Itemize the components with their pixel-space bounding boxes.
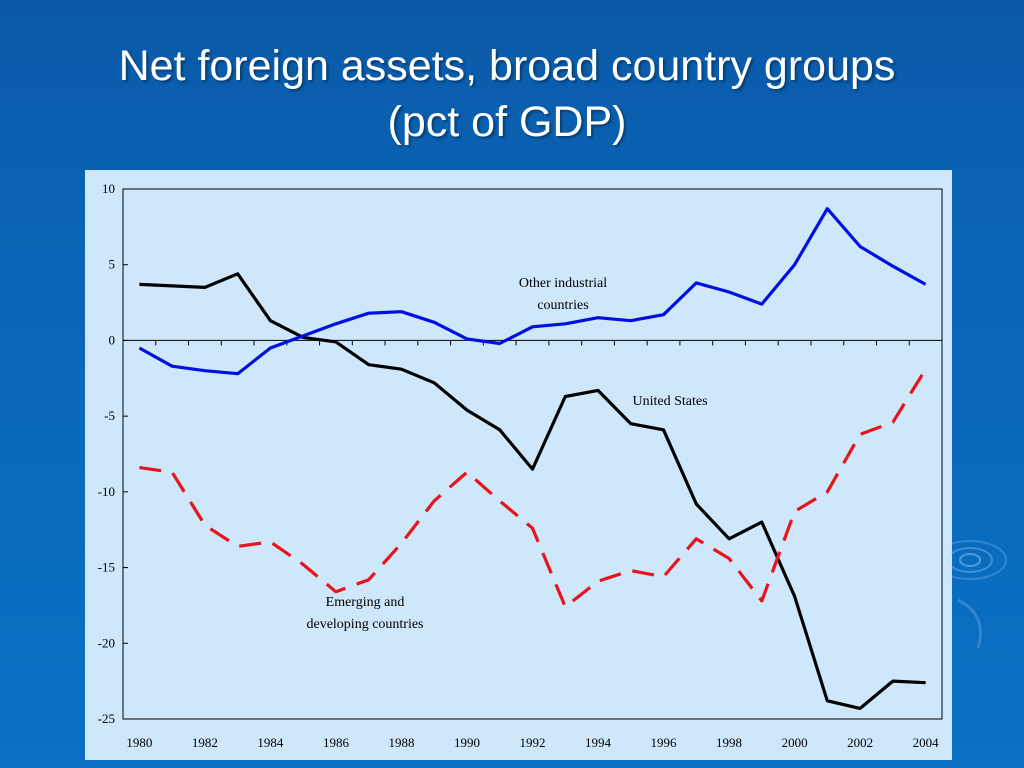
chart-panel: 10 5 0 -5 -10 -15 -20 -25 1980 1982 1984 1986 1988 19… <box>85 170 952 760</box>
y-tick-label: 10 <box>102 181 115 196</box>
annotation-emerging-line2: developing countries <box>306 617 423 632</box>
y-tick-label: -25 <box>98 711 115 726</box>
x-tick-label: 1980 <box>126 735 152 750</box>
axes-group: 10 5 0 -5 -10 -15 -20 -25 1980 1982 1984 1986 1988 19… <box>98 181 943 750</box>
annotation-emerging-line1: Emerging and <box>326 595 405 610</box>
x-tick-label: 1998 <box>716 735 742 750</box>
annotation-industrial-line2: countries <box>537 298 588 313</box>
y-tick-label: -10 <box>98 484 115 499</box>
x-tick-label: 2004 <box>913 735 940 750</box>
x-tick-label: 1994 <box>585 735 612 750</box>
y-tick-label: -20 <box>98 635 115 650</box>
x-tick-label: 1996 <box>651 735 678 750</box>
line-chart: 10 5 0 -5 -10 -15 -20 -25 1980 1982 1984 1986 1988 19… <box>98 181 943 750</box>
title-line-2: (pct of GDP) <box>387 98 627 146</box>
x-tick-label: 2000 <box>782 735 808 750</box>
annotation-us: United States <box>632 394 707 409</box>
x-tick-label: 1990 <box>454 735 480 750</box>
x-tick-label: 1992 <box>520 735 546 750</box>
y-tick-label: -5 <box>104 408 115 423</box>
x-tick-label: 1984 <box>257 735 284 750</box>
series-line-united-states <box>139 272 926 711</box>
ripple-decoration-icon <box>948 540 1007 649</box>
series-line-other-industrial-countries <box>138 207 927 376</box>
y-tick-label: -15 <box>98 560 115 575</box>
series-group <box>138 207 927 711</box>
x-tick-label: 1982 <box>192 735 218 750</box>
y-tick-label: 5 <box>109 257 116 272</box>
x-tick-label: 1988 <box>388 735 414 750</box>
x-tick-label: 1986 <box>323 735 350 750</box>
x-tick-label: 2002 <box>847 735 873 750</box>
title-line-1: Net foreign assets, broad country groups <box>118 42 896 90</box>
y-tick-label: 0 <box>109 332 116 347</box>
annotation-industrial-line1: Other industrial <box>519 276 607 291</box>
series-line-emerging-and-developing-countries <box>139 368 927 609</box>
plot-area <box>122 188 943 720</box>
slide-title: Net foreign assets, broad country groups… <box>0 38 1014 150</box>
